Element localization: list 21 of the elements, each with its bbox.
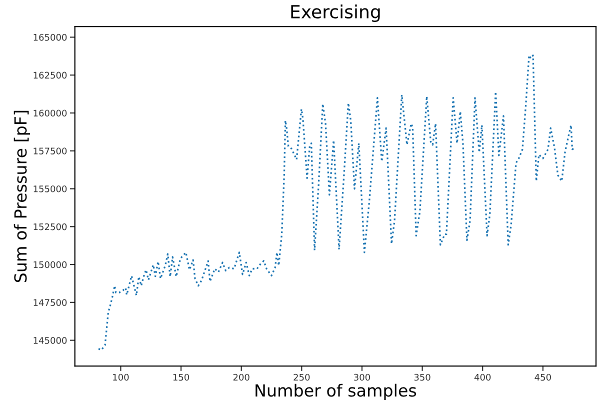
x-tick-label: 350 [414, 374, 430, 381]
y-tick-label: 152500 [34, 223, 67, 230]
y-tick-label: 145000 [34, 337, 67, 344]
x-tick-label: 250 [294, 374, 310, 381]
x-tick-label: 200 [233, 374, 250, 381]
y-tick-label: 160000 [34, 110, 67, 117]
y-tick-label: 162500 [34, 72, 67, 79]
y-tick-label: 165000 [34, 34, 67, 41]
x-tick-label: 150 [173, 374, 190, 381]
x-tick-label: 300 [354, 374, 370, 381]
x-axis-title: Number of samples [256, 384, 416, 400]
y-axis-title: Sum of Pressure [pF] [14, 110, 30, 282]
y-tick-label: 155000 [34, 185, 67, 192]
y-tick-label: 150000 [34, 261, 67, 268]
line-series [98, 54, 576, 351]
y-tick-label: 157500 [34, 148, 67, 154]
y-tick-label: 147500 [34, 299, 67, 306]
x-tick-label: 400 [474, 374, 491, 381]
x-tick-label: 100 [113, 374, 129, 381]
chart-title: Exercising [291, 4, 380, 22]
x-tick-label: 450 [534, 374, 551, 381]
